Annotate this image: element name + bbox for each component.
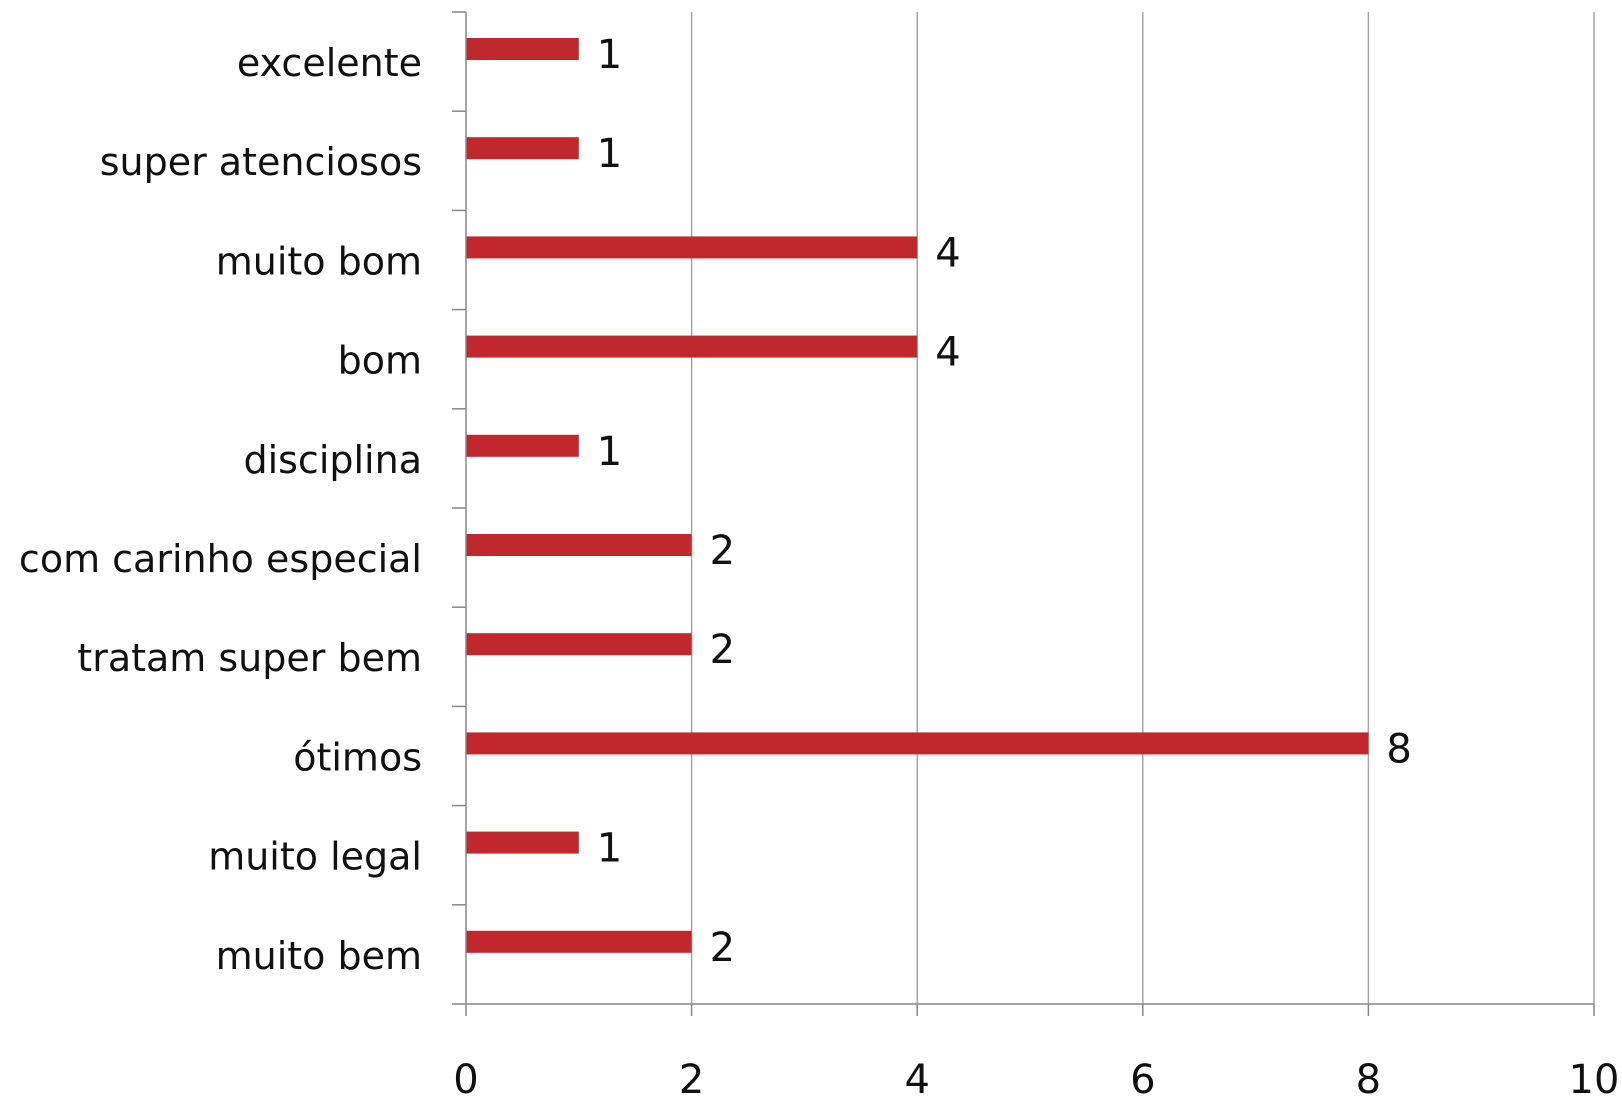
x-tick-label: 2 — [679, 1057, 704, 1097]
data-label: 1 — [597, 32, 622, 78]
category-label: com carinho especial — [19, 537, 422, 581]
gridlines — [690, 12, 1595, 1004]
bar — [466, 633, 692, 656]
x-tick-label: 10 — [1569, 1057, 1620, 1097]
bar — [466, 930, 692, 953]
bar — [466, 831, 579, 854]
bar — [466, 137, 579, 160]
bar — [466, 732, 1369, 755]
data-label: 2 — [710, 627, 735, 673]
data-label: 2 — [710, 528, 735, 574]
category-label: muito bem — [216, 934, 422, 978]
x-tick-labels: 0 2 4 6 8 10 — [453, 1057, 1619, 1097]
x-tick-label: 0 — [453, 1057, 478, 1097]
x-tick-label: 8 — [1356, 1057, 1381, 1097]
category-label: bom — [338, 339, 422, 383]
category-labels: excelente super atenciosos muito bom bom dis… — [19, 41, 422, 978]
category-label: super atenciosos — [100, 140, 422, 184]
category-label: tratam super bem — [77, 636, 422, 680]
data-label: 4 — [935, 230, 960, 276]
bar — [466, 236, 918, 259]
data-label: 2 — [710, 925, 735, 971]
bar — [466, 38, 579, 60]
data-label: 1 — [597, 826, 622, 872]
bar — [466, 534, 692, 556]
bar — [466, 335, 918, 358]
data-label: 8 — [1386, 726, 1411, 772]
category-label: muito bom — [216, 239, 422, 283]
bar — [466, 434, 579, 457]
data-label: 1 — [597, 131, 622, 177]
data-label: 1 — [597, 429, 622, 475]
category-label: excelente — [237, 41, 422, 85]
data-labels: 1 1 4 4 1 2 2 8 1 2 — [597, 32, 1412, 971]
bars — [466, 38, 1369, 953]
axes — [452, 11, 1595, 1016]
x-tick-label: 4 — [904, 1057, 929, 1097]
category-label: disciplina — [243, 438, 422, 482]
category-label: ótimos — [293, 735, 422, 779]
data-label: 4 — [935, 330, 960, 376]
category-label: muito legal — [208, 835, 422, 879]
x-tick-label: 6 — [1130, 1057, 1155, 1097]
